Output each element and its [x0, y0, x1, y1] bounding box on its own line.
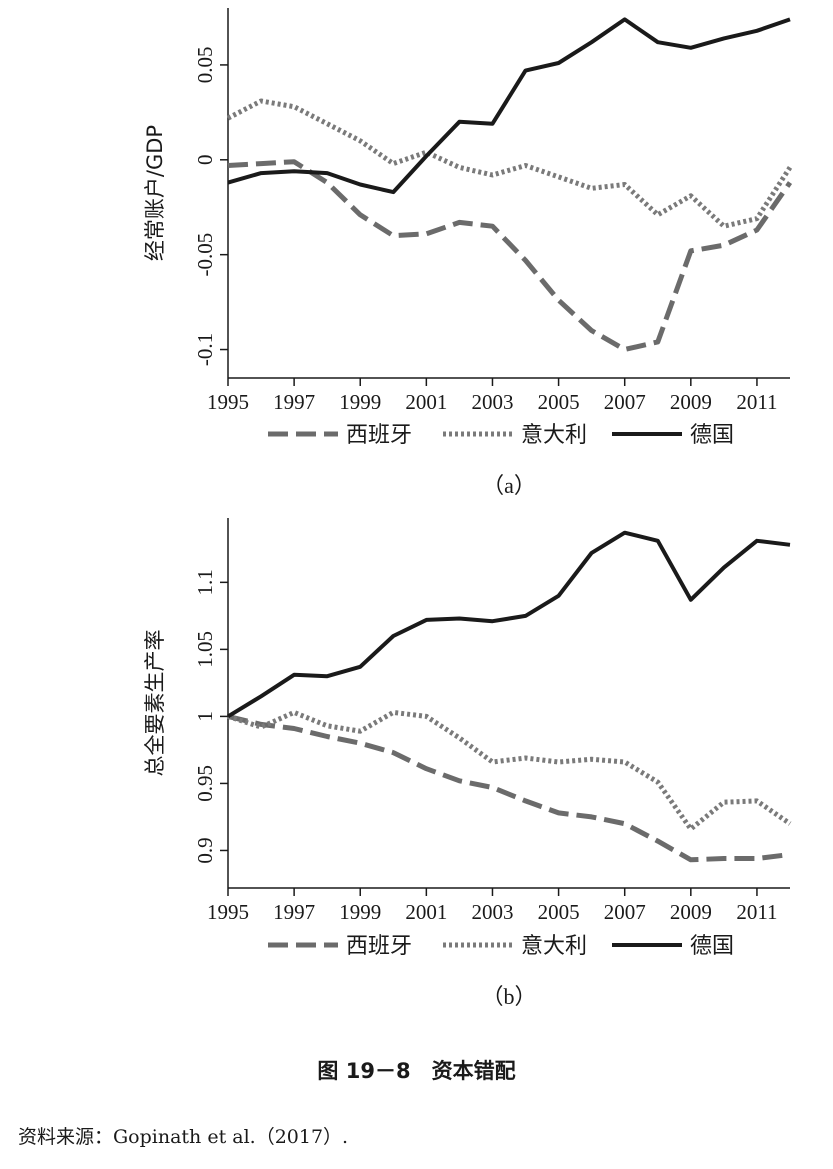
- panel-b-legend-label: 西班牙: [346, 934, 412, 959]
- panel-a-series-line-solid: [227, 17, 791, 195]
- panel-a-x-tick-label: 2001: [405, 390, 447, 414]
- panel-a-legend-label: 西班牙: [346, 423, 412, 448]
- panel-a-label: （a）: [482, 473, 536, 498]
- panel-b-y-tick-label: 1.05: [193, 631, 217, 668]
- panel-b-label: （b）: [481, 984, 536, 1009]
- panel-a-x-tick-label: 2011: [736, 390, 777, 414]
- source-note: 资料来源：Gopinath et al.（2017）.: [18, 1126, 349, 1148]
- chart-canvas: -0.1 -0.05 0 0.05 1995 1997 1999 2001 2003 2005 20…: [143, 8, 793, 1009]
- panel-a-series-line-dotted: [226, 98, 793, 229]
- panel-b-x-tick-label: 2011: [736, 900, 777, 924]
- panel-a-y-axis-label: 经常账户/GDP: [143, 125, 167, 261]
- panel-b-y-tick-label: 0.95: [193, 765, 217, 802]
- panel-a-y-tick-label: -0.1: [193, 333, 217, 366]
- panel-a-x-tick-label: 1999: [339, 390, 381, 414]
- panel-b-series-line-dotted: [227, 709, 792, 832]
- panel-a-x-tick-label: 1995: [207, 390, 249, 414]
- panel-b-series-line-dashed: [227, 713, 791, 863]
- panel-a-x-tick-label: 2005: [538, 390, 580, 414]
- panel-b-x-tick-label: 2003: [471, 900, 513, 924]
- panel-a-series-line-dashed: [227, 159, 793, 352]
- panel-b-x-tick-label: 1997: [273, 900, 315, 924]
- panel-a-legend-label: 意大利: [521, 423, 587, 448]
- panel-b-x-tick-label: 2009: [670, 900, 712, 924]
- panel-a-x-tick-label: 2009: [670, 390, 712, 414]
- panel-b-y-tick-label: 1.1: [193, 569, 217, 595]
- panel-a-legend-label: 德国: [690, 423, 734, 448]
- panel-a-x-tick-label: 2007: [604, 390, 646, 414]
- panel-b-x-tick-label: 2007: [604, 900, 646, 924]
- panel-a-y-tick-label: -0.05: [193, 233, 217, 277]
- panel-b-x-tick-label: 1999: [339, 900, 381, 924]
- panel-a-x-tick-label: 1997: [273, 390, 315, 414]
- panel-b-y-axis-label: 总全要素生产率: [143, 630, 167, 777]
- panel-b-legend-label: 德国: [690, 934, 734, 959]
- panel-a-y-tick-label: 0: [193, 155, 217, 166]
- panel-b-y-tick-label: 0.9: [193, 837, 217, 863]
- panel-b-y-tick-label: 1: [193, 711, 217, 722]
- panel-a-x-tick-label: 2003: [471, 390, 513, 414]
- panel-b-x-tick-label: 1995: [207, 900, 249, 924]
- panel-b-legend-label: 意大利: [521, 934, 587, 959]
- panel-b-series-line-solid: [226, 530, 791, 719]
- panel-b-x-tick-label: 2001: [405, 900, 447, 924]
- figure-title: 图 19－8 资本错配: [317, 1059, 516, 1083]
- panel-b-x-tick-label: 2005: [538, 900, 580, 924]
- panel-a-y-tick-label: 0.05: [193, 47, 217, 84]
